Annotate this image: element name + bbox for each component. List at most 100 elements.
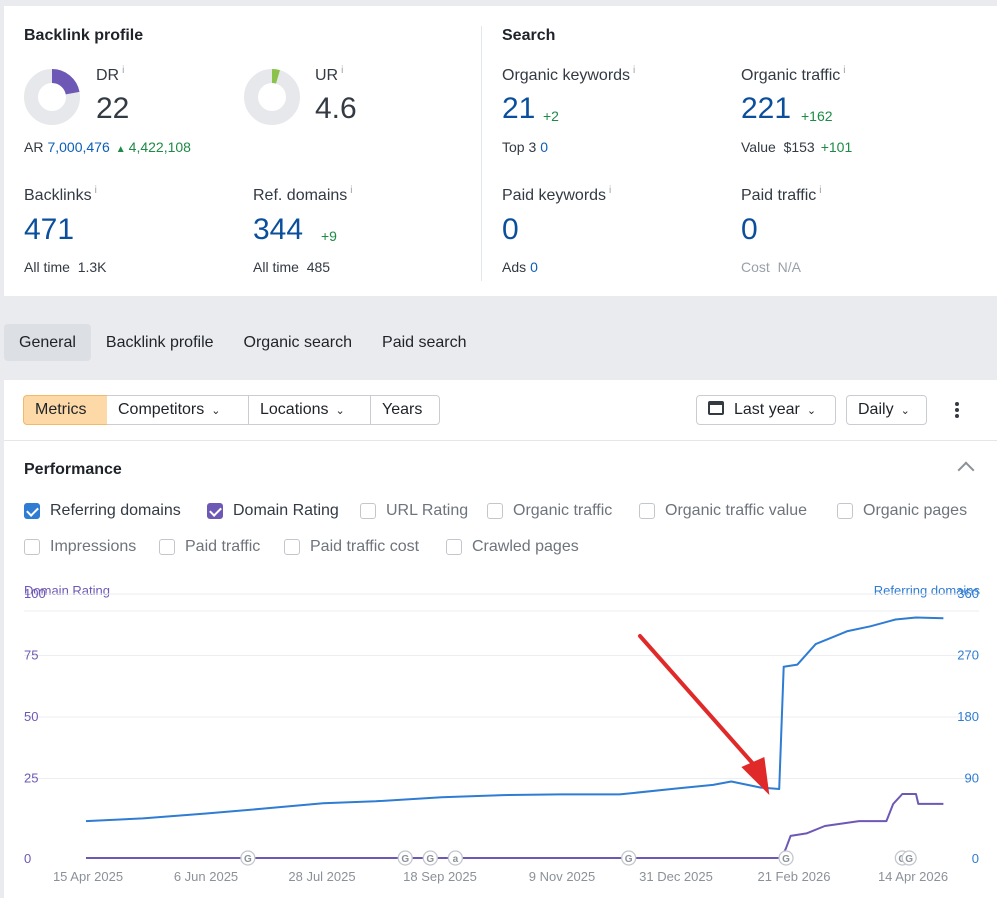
checkbox-empty-icon xyxy=(446,539,462,555)
dr-label[interactable]: DR i xyxy=(96,65,125,84)
right-tick-label: 180 xyxy=(957,709,979,724)
google-update-marker xyxy=(397,850,413,866)
checkbox-empty-icon xyxy=(284,539,300,555)
google-update-marker xyxy=(422,850,438,866)
right-tick-label: 360 xyxy=(957,586,979,601)
period-dropdown[interactable]: Last year ⌄ xyxy=(696,395,836,425)
granularity-dropdown[interactable]: Daily ⌄ xyxy=(846,395,927,425)
chevron-down-icon: ⌄ xyxy=(900,405,910,417)
chevron-down-icon: ⌄ xyxy=(335,405,345,417)
checkbox-domain-rating[interactable]: Domain Rating xyxy=(207,502,339,520)
overview-card: Backlink profile DR i 22 UR i 4.6 AR 7,000,… xyxy=(4,6,997,296)
info-icon[interactable]: i xyxy=(350,185,353,196)
checkbox-crawled-pages[interactable]: Crawled pages xyxy=(446,538,579,556)
google-update-marker xyxy=(621,850,637,866)
google-update-marker xyxy=(901,850,917,866)
ads-line: Ads 0 xyxy=(502,259,538,275)
backlinks-label[interactable]: Backlinks i xyxy=(24,185,97,204)
right-tick-label: 0 xyxy=(972,851,979,866)
tab-paid-search[interactable]: Paid search xyxy=(382,334,467,351)
cost-line: Cost N/A xyxy=(741,259,801,275)
tab-general[interactable]: General xyxy=(4,324,91,361)
domain-rating-line xyxy=(86,793,944,859)
years-button[interactable]: Years xyxy=(370,395,440,425)
organic-keywords-value[interactable]: 21 xyxy=(502,92,536,125)
checkbox-paid-traffic-cost[interactable]: Paid traffic cost xyxy=(284,538,419,556)
info-icon[interactable]: i xyxy=(341,65,344,76)
search-title: Search xyxy=(502,27,556,44)
locations-dropdown[interactable]: Locations ⌄ xyxy=(249,395,371,425)
annotation-arrow-head xyxy=(741,757,770,795)
paid-traffic-value[interactable]: 0 xyxy=(741,213,758,246)
tab-organic-search[interactable]: Organic search xyxy=(243,334,353,351)
google-update-marker-label: G xyxy=(401,854,409,865)
checkbox-empty-icon xyxy=(159,539,175,555)
left-tick-label: 0 xyxy=(24,851,31,866)
dr-value: 22 xyxy=(96,92,130,125)
checkbox-organic-traffic[interactable]: Organic traffic xyxy=(487,502,612,520)
info-icon[interactable]: i xyxy=(94,185,97,196)
ur-label[interactable]: UR i xyxy=(315,65,344,84)
dr-donut-icon xyxy=(24,69,80,125)
competitors-dropdown[interactable]: Competitors ⌄ xyxy=(107,395,249,425)
organic-traffic-label[interactable]: Organic traffic i xyxy=(741,65,846,84)
left-tick-label: 50 xyxy=(24,709,38,724)
x-tick-label: 28 Jul 2025 xyxy=(288,869,355,884)
metrics-button[interactable]: Metrics xyxy=(23,395,108,425)
performance-title: Performance xyxy=(24,461,122,478)
google-update-marker-label: G xyxy=(782,854,790,865)
x-tick-label: 18 Sep 2025 xyxy=(403,869,477,884)
checkbox-organic-pages[interactable]: Organic pages xyxy=(837,502,967,520)
checkbox-empty-icon xyxy=(487,503,503,519)
checkbox-empty-icon xyxy=(639,503,655,519)
paid-traffic-label[interactable]: Paid traffic i xyxy=(741,185,822,204)
arrow-up-icon: ▲ xyxy=(115,144,126,155)
checkbox-empty-icon xyxy=(837,503,853,519)
checkbox-referring-domains[interactable]: Referring domains xyxy=(24,502,181,520)
ref-domains-all-time: All time 485 xyxy=(253,259,331,275)
ar-delta: ▲ 4,422,108 xyxy=(115,139,191,155)
left-tick-label: 100 xyxy=(24,586,46,601)
info-icon[interactable]: i xyxy=(843,65,846,76)
backlinks-value[interactable]: 471 xyxy=(24,213,75,246)
tab-backlink-profile[interactable]: Backlink profile xyxy=(105,334,214,351)
google-update-marker xyxy=(447,850,464,866)
google-update-marker-label: G xyxy=(625,854,633,865)
paid-keywords-value[interactable]: 0 xyxy=(502,213,519,246)
ref-domains-label[interactable]: Ref. domains i xyxy=(253,185,353,204)
google-update-marker-label: G xyxy=(905,854,913,865)
toolbar-divider xyxy=(4,440,997,441)
checkbox-impressions[interactable]: Impressions xyxy=(24,538,136,556)
chevron-down-icon: ⌄ xyxy=(211,405,221,417)
ar-line: AR 7,000,476 ▲ 4,422,108 xyxy=(24,139,191,155)
more-options-icon[interactable] xyxy=(955,400,961,420)
checkbox-empty-icon xyxy=(24,539,40,555)
chevron-up-icon[interactable] xyxy=(957,461,975,479)
info-icon[interactable]: i xyxy=(122,65,125,76)
ref-domains-delta: +9 xyxy=(321,228,337,244)
x-tick-label: 9 Nov 2025 xyxy=(529,869,596,884)
organic-keywords-label[interactable]: Organic keywords i xyxy=(502,65,636,84)
ar-value[interactable]: 7,000,476 xyxy=(47,139,110,155)
checkbox-url-rating[interactable]: URL Rating xyxy=(360,502,468,520)
checkbox-organic-traffic-value[interactable]: Organic traffic value xyxy=(639,502,807,520)
checkbox-checked-icon xyxy=(207,503,223,519)
info-icon[interactable]: i xyxy=(819,185,822,196)
ur-value: 4.6 xyxy=(315,92,357,125)
google-update-marker-label: G xyxy=(244,854,252,865)
google-update-marker-label: a xyxy=(453,854,459,865)
x-tick-label: 6 Jun 2025 xyxy=(174,869,238,884)
left-tick-label: 25 xyxy=(24,771,38,786)
calendar-icon xyxy=(708,401,724,415)
info-icon[interactable]: i xyxy=(609,185,612,196)
checkbox-paid-traffic[interactable]: Paid traffic xyxy=(159,538,260,556)
info-icon[interactable]: i xyxy=(633,65,636,76)
annotation-arrow-shaft xyxy=(638,634,755,765)
performance-panel: Metrics Competitors ⌄ Locations ⌄ Years La… xyxy=(4,380,997,898)
traffic-value-line: Value $153 +101 xyxy=(741,139,853,155)
performance-chart[interactable]: 0 25 50 75 100 0 90 180 270 360 15 Apr 2025 6 Jun 2… xyxy=(4,575,997,898)
organic-traffic-value[interactable]: 221 xyxy=(741,92,792,125)
paid-keywords-label[interactable]: Paid keywords i xyxy=(502,185,612,204)
ref-domains-value[interactable]: 344 xyxy=(253,213,304,246)
